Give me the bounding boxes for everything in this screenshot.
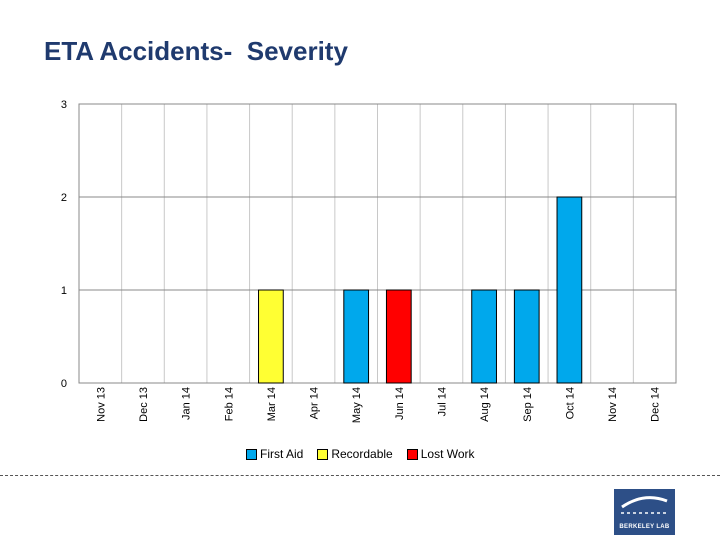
x-tick-label: Nov 13 — [95, 387, 107, 422]
x-tick-label: Jan 14 — [181, 387, 193, 420]
x-tick-label: May 14 — [351, 387, 363, 423]
plot-border — [78, 103, 677, 384]
y-tick-label: 3 — [61, 99, 67, 111]
bar — [258, 289, 284, 384]
x-tick-label: Jul 14 — [436, 387, 448, 416]
x-tick-label: Oct 14 — [564, 387, 576, 419]
y-tick-label: 1 — [61, 285, 67, 297]
x-tick-label: Jun 14 — [394, 387, 406, 420]
legend-item-lost-work: Lost Work — [406, 447, 475, 461]
x-tick-label: Feb 14 — [223, 387, 235, 421]
legend-swatch-recordable — [317, 448, 329, 460]
legend-label-recordable: Recordable — [331, 447, 393, 461]
legend-item-recordable: Recordable — [317, 447, 393, 461]
x-tick-label: Apr 14 — [309, 387, 321, 419]
berkeley-lab-logo-icon — [621, 496, 668, 514]
legend-label-first-aid: First Aid — [260, 447, 304, 461]
legend-item-first-aid: First Aid — [246, 447, 303, 461]
legend: First Aid Recordable Lost Work — [246, 447, 489, 461]
footer-divider — [0, 475, 720, 476]
bar — [556, 196, 583, 384]
bar — [471, 289, 497, 384]
legend-swatch-first-aid — [246, 448, 257, 460]
bar — [385, 289, 412, 384]
legend-swatch-lost-work — [406, 448, 418, 460]
x-tick-label: Dec 13 — [138, 387, 150, 422]
chart-title: ETA Accidents- Severity — [44, 36, 348, 66]
logo-text: BERKELEY LAB — [619, 524, 670, 530]
x-tick-label: Nov 14 — [607, 387, 619, 422]
chart-area: 0 1 2 3 Nov 13 Dec 13 Jan 14 Feb 14 Mar 14 Apr 14… — [61, 99, 677, 423]
x-tick-label: Mar 14 — [266, 387, 278, 421]
x-tick-label: Sep 14 — [522, 387, 534, 422]
bar — [513, 289, 540, 384]
y-tick-label: 0 — [61, 378, 67, 390]
legend-label-lost-work: Lost Work — [420, 447, 475, 461]
berkeley-lab-logo: BERKELEY LAB — [614, 489, 675, 535]
x-tick-label: Aug 14 — [479, 387, 491, 422]
bar — [343, 289, 370, 384]
x-tick-label: Dec 14 — [650, 387, 662, 422]
y-tick-label: 2 — [61, 192, 67, 204]
